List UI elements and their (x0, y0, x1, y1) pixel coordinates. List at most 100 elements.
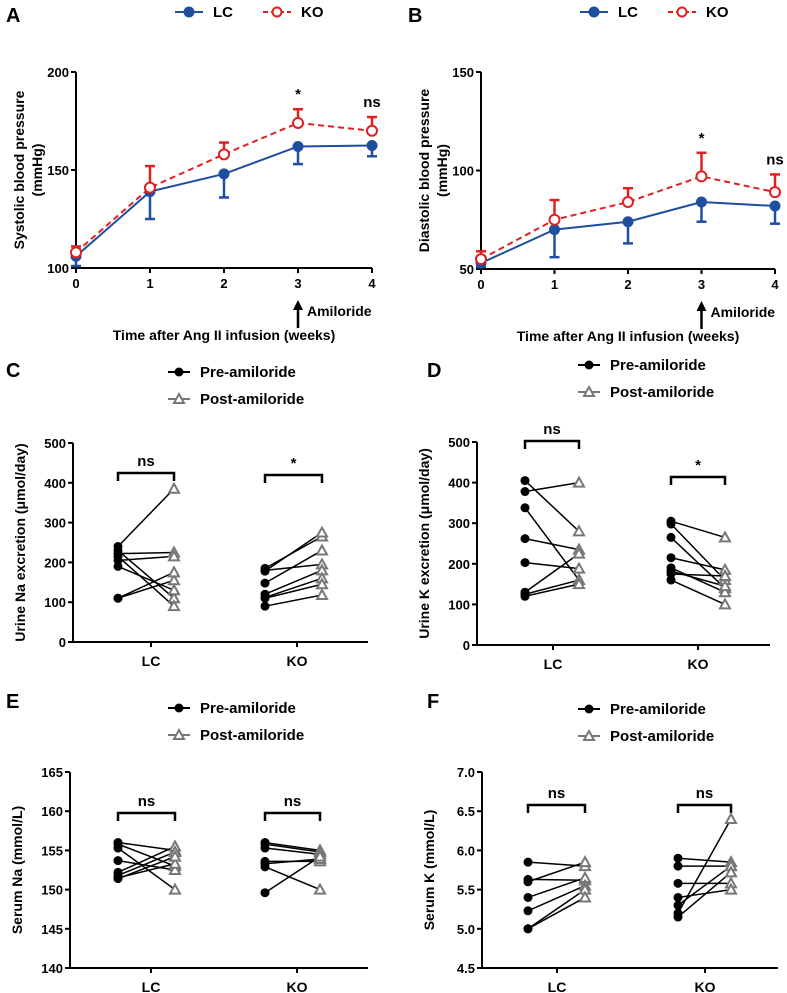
y-axis-label: Urine Na excretion (μmol/day) (12, 443, 28, 641)
significance-label: * (699, 130, 705, 147)
significance-label: * (695, 457, 701, 474)
significance-label: ns (696, 785, 714, 802)
post-point (572, 561, 586, 574)
legend-marker (183, 6, 195, 18)
pair-line (117, 551, 175, 555)
pre-point (523, 857, 533, 867)
pair-line (117, 579, 175, 599)
legend-label: Pre-amiloride (610, 701, 706, 718)
x-tick-label: 3 (294, 276, 301, 291)
pre-point (113, 593, 123, 603)
panel-label: B (408, 5, 422, 27)
panel-label: D (427, 360, 441, 382)
post-point (572, 546, 586, 559)
pre-point (520, 503, 530, 513)
data-point (292, 140, 304, 152)
post-point (572, 577, 586, 590)
pre-point (260, 862, 270, 872)
pair-line (670, 579, 726, 606)
category-label: KO (287, 979, 308, 993)
y-axis-label: Systolic blood pressure (mmHg) (11, 90, 45, 249)
data-point (144, 181, 156, 194)
y-tick-label: 300 (448, 516, 470, 531)
panel-c: C 0 100 200 300 400 500 Urine Na excretion (μmo… (6, 360, 368, 669)
group-ko: ns (260, 793, 327, 898)
group-lc: ns (113, 793, 182, 895)
legend-marker (584, 360, 594, 370)
pair-line (677, 888, 732, 899)
pair-line (264, 858, 321, 865)
legend-label: Pre-amiloride (200, 700, 296, 717)
legend-marker (172, 391, 186, 404)
post-point (315, 587, 329, 601)
pair-line (117, 841, 176, 852)
significance-label: ns (766, 151, 784, 168)
pair-line (117, 843, 176, 867)
x-axis-label: Time after Ang II infusion (weeks) (113, 327, 335, 343)
data-point (548, 213, 561, 226)
group-lc: ns (520, 421, 586, 601)
pair-line (117, 488, 175, 548)
pair-line (670, 523, 726, 581)
pre-point (113, 843, 123, 853)
x-tick-label: 4 (771, 277, 779, 292)
post-point (167, 565, 181, 578)
pair-line (527, 878, 586, 881)
legend-label: Post-amiloride (200, 727, 304, 744)
post-point (168, 849, 182, 862)
x-axis-label: Time after Ang II infusion (weeks) (517, 328, 739, 344)
y-tick-label: 400 (448, 476, 470, 491)
pre-point (523, 877, 533, 887)
category-label: LC (142, 979, 161, 993)
y-tick-label: 145 (41, 922, 63, 937)
category-label: KO (688, 656, 709, 672)
significance-label: ns (284, 793, 302, 810)
pair-line (524, 561, 580, 570)
x-tick-label: 2 (220, 276, 227, 291)
post-point (718, 579, 732, 592)
group-lc: ns (523, 785, 592, 934)
pair-line (117, 549, 175, 599)
pre-point (260, 601, 270, 611)
pair-line (524, 579, 580, 595)
pair-line (117, 851, 176, 877)
pre-point (260, 566, 270, 576)
pre-point (520, 591, 530, 601)
series-ko (70, 107, 378, 259)
y-tick-label: 150 (452, 65, 474, 80)
post-point (718, 530, 732, 543)
pair-line (524, 481, 580, 493)
significance-label: * (295, 86, 301, 103)
post-point (315, 525, 329, 538)
post-point (718, 568, 732, 581)
pre-point (523, 892, 533, 902)
pair-line (264, 549, 323, 584)
legend-label: LC (618, 4, 638, 21)
significance-label: ns (363, 94, 381, 111)
pair-line (117, 565, 175, 591)
post-point (167, 599, 181, 612)
amiloride-arrow-head (293, 300, 303, 310)
y-tick-label: 100 (448, 597, 470, 612)
y-tick-label: 140 (41, 961, 63, 976)
panel-e: E 140 145 150 155 160 165 Serum Na (mmol/L) LC KO… (6, 691, 368, 993)
y-axis-label: Serum K (mmol/L) (421, 810, 437, 931)
x-tick-label: 0 (477, 277, 484, 292)
pair-line (117, 859, 176, 871)
data-point (292, 116, 304, 129)
legend-label: Pre-amiloride (610, 357, 706, 374)
data-point (366, 124, 378, 137)
post-point (313, 849, 327, 862)
data-point (769, 200, 781, 212)
y-tick-label: 100 (44, 595, 66, 610)
legend-marker (582, 384, 596, 397)
amiloride-arrow-head (696, 301, 707, 311)
legend-label: Pre-amiloride (200, 364, 296, 381)
post-point (578, 890, 592, 903)
pre-point (520, 558, 530, 568)
pair-line (524, 480, 580, 532)
legend-label: LC (213, 4, 233, 21)
significance-label: ns (548, 785, 566, 802)
significance-label: ns (543, 421, 561, 438)
category-label: KO (287, 653, 308, 669)
